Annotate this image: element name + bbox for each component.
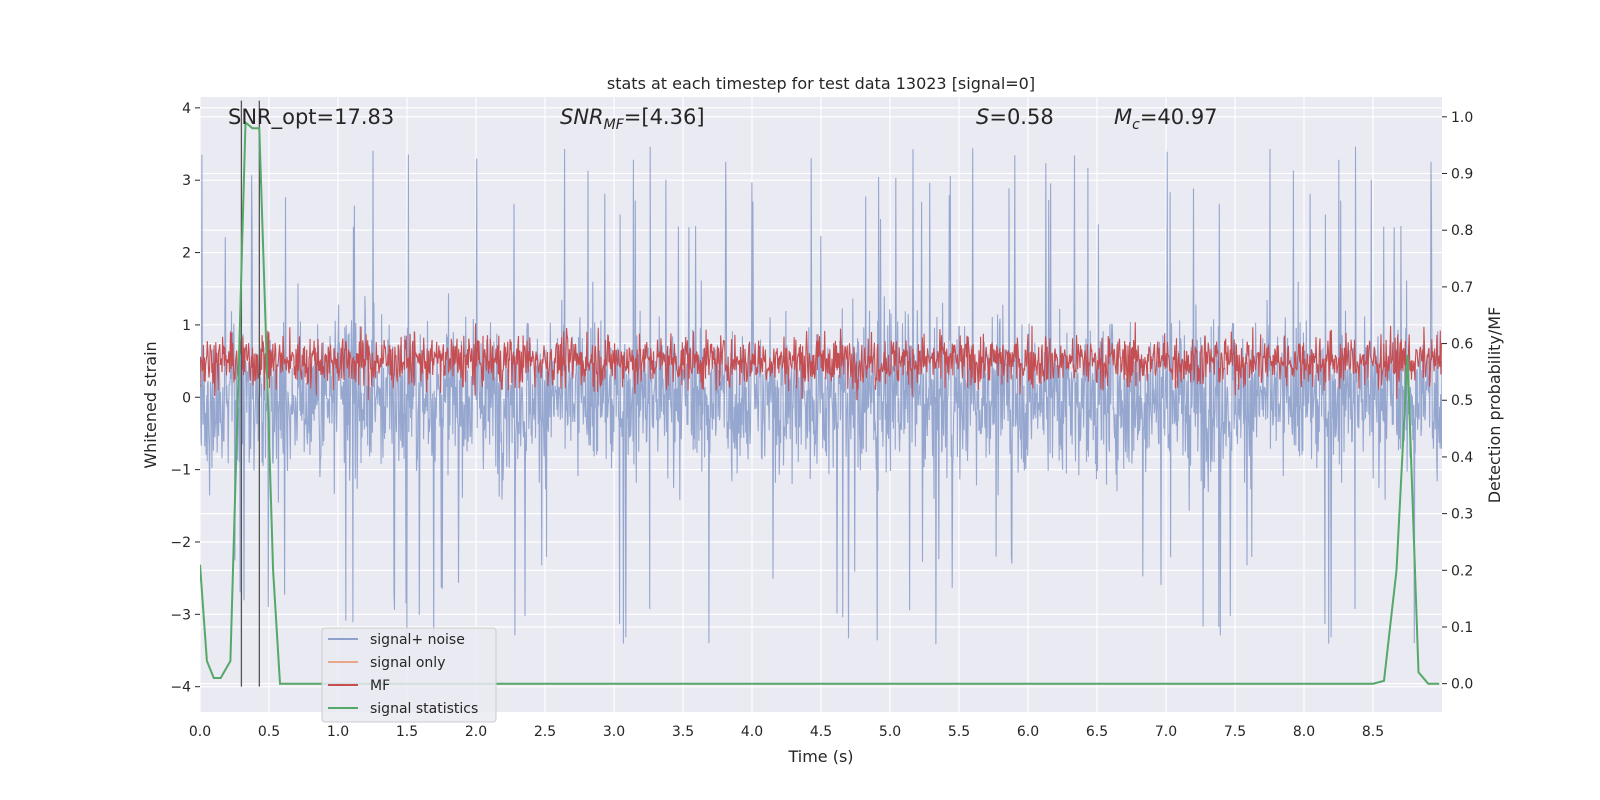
y-right-tick-label: 0.7 (1451, 280, 1473, 296)
snr-mf-value: =[4.36] (624, 105, 705, 129)
y-axis-label: Whitened strain (141, 341, 160, 468)
mc-annotation: Mc=40.97 (1114, 105, 1218, 133)
legend: signal+ noise signal only MF signal stat… (321, 627, 497, 723)
x-tick-label: 6.0 (1017, 724, 1039, 740)
x-tick-label: 2.0 (465, 724, 487, 740)
legend-label-signal-only: signal only (370, 655, 445, 671)
y-right-tick-label: 0.3 (1451, 507, 1473, 523)
y-right-tick-label: 0.1 (1451, 620, 1473, 636)
x-tick-label: 7.5 (1224, 724, 1246, 740)
y-right-tick-label: 0.0 (1451, 677, 1473, 693)
y-tick-label: 0 (182, 390, 191, 406)
y-tick-label: 4 (182, 101, 191, 117)
y-tick-label: 2 (182, 246, 191, 262)
y-tick-label: −1 (170, 463, 191, 479)
y-right-tick-label: 0.2 (1451, 563, 1473, 579)
x-tick-label: 4.0 (741, 724, 763, 740)
x-axis-label: Time (s) (787, 747, 853, 766)
snr-mf-symbol: SNR (560, 105, 604, 129)
y-right-tick-label: 1.0 (1451, 110, 1473, 126)
x-tick-label: 6.5 (1086, 724, 1108, 740)
snr-mf-annotation: SNRMF=[4.36] (560, 105, 705, 133)
y-right-tick-label: 0.8 (1451, 223, 1473, 239)
y-right-tick-label: 0.6 (1451, 337, 1473, 353)
x-tick-label: 0.0 (189, 724, 211, 740)
snr-mf-subscript: MF (604, 117, 625, 133)
x-tick-label: 8.0 (1293, 724, 1315, 740)
s-symbol: S (976, 105, 989, 129)
mc-symbol: M (1114, 105, 1132, 129)
legend-label-signal-noise: signal+ noise (370, 632, 465, 648)
y-tick-label: −3 (170, 607, 191, 623)
y-right-tick-label: 0.5 (1451, 393, 1473, 409)
y-tick-label: 1 (182, 318, 191, 334)
x-tick-label: 4.5 (810, 724, 832, 740)
mc-subscript: c (1132, 117, 1140, 133)
x-tick-label: 1.5 (396, 724, 418, 740)
legend-item-signal-only: signal only (328, 655, 445, 671)
y-tick-label: 3 (182, 173, 191, 189)
legend-box (321, 627, 497, 723)
x-tick-label: 3.5 (672, 724, 694, 740)
tick-labels: 0.0 0.5 1.0 1.5 2.0 2.5 3.0 3.5 4.0 4.5 5.0 5.5 6.0 6… (170, 101, 1473, 740)
y-axis-right-label: Detection probability/MF (1485, 307, 1504, 504)
annotations: SNR_opt=17.83 SNRMF=[4.36] S=0.58 Mc=40.… (228, 105, 1218, 133)
legend-item-mf: MF (328, 678, 390, 694)
s-annotation: S=0.58 (976, 105, 1054, 129)
s-value: =0.58 (989, 105, 1053, 129)
legend-label-mf: MF (370, 678, 390, 694)
x-tick-label: 0.5 (258, 724, 280, 740)
legend-item-signal-noise: signal+ noise (328, 632, 465, 648)
x-tick-label: 8.5 (1362, 724, 1384, 740)
legend-item-signal-statistics: signal statistics (328, 701, 478, 717)
y-right-tick-label: 0.4 (1451, 450, 1473, 466)
x-tick-label: 2.5 (534, 724, 556, 740)
series-signal-noise-line (200, 146, 1442, 649)
series-mf-line (200, 322, 1442, 401)
mc-value: =40.97 (1140, 105, 1218, 129)
x-tick-label: 7.0 (1155, 724, 1177, 740)
y-right-tick-label: 0.9 (1451, 167, 1473, 183)
y-tick-label: −4 (170, 680, 191, 696)
snr-opt-annotation: SNR_opt=17.83 (228, 105, 394, 130)
legend-label-signal-statistics: signal statistics (370, 701, 478, 717)
x-tick-label: 5.0 (879, 724, 901, 740)
x-tick-label: 5.5 (948, 724, 970, 740)
x-tick-label: 1.0 (327, 724, 349, 740)
x-tick-label: 3.0 (603, 724, 625, 740)
chart-title: stats at each timestep for test data 130… (607, 74, 1035, 93)
y-tick-label: −2 (170, 535, 191, 551)
